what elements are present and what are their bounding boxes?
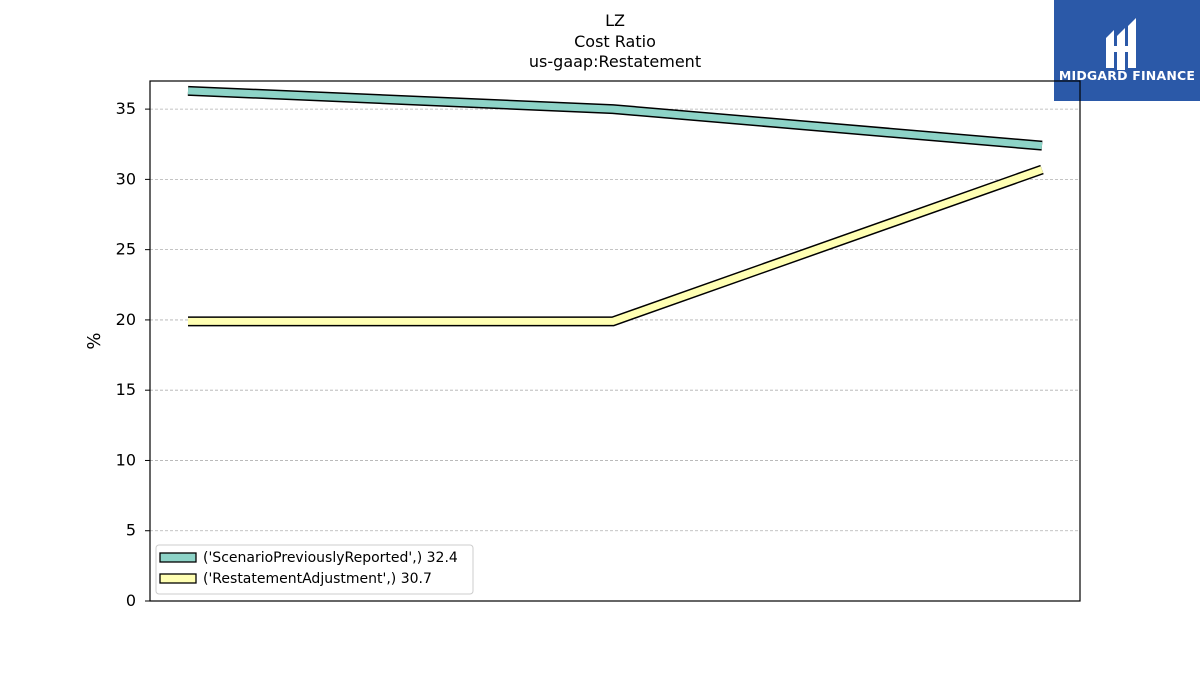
chart-concept: us-gaap:Restatement: [528, 52, 702, 71]
y-tick-label: 10: [116, 450, 136, 469]
y-tick-label: 25: [116, 240, 136, 259]
y-tick-label: 15: [116, 380, 136, 399]
legend-swatch: [159, 573, 197, 584]
logo-background: [1054, 0, 1200, 101]
chart-title: LZ: [605, 11, 625, 30]
plot-frame: [149, 80, 1081, 602]
y-tick-label: 20: [116, 310, 136, 329]
y-tick-label: 5: [126, 521, 136, 540]
logo-mark-icon: [1106, 18, 1136, 70]
y-tick-label: 30: [116, 169, 136, 188]
legend-box: [155, 544, 474, 595]
series-line: [188, 166, 1044, 325]
series-line: [187, 87, 1043, 150]
y-axis-label: %: [84, 332, 105, 349]
legend-label: ('RestatementAdjustment',) 30.7: [203, 571, 432, 587]
y-tick-label: 0: [126, 591, 136, 610]
company-logo: MIDGARD FINANCE: [1054, 0, 1200, 101]
logo-text: MIDGARD FINANCE: [1058, 68, 1196, 83]
legend-label: ('ScenarioPreviouslyReported',) 32.4: [203, 550, 458, 566]
y-tick-label: 35: [116, 99, 136, 118]
chart-subtitle: Cost Ratio: [574, 32, 656, 51]
legend-swatch: [159, 552, 197, 563]
series-line-outline: [188, 164, 1044, 327]
